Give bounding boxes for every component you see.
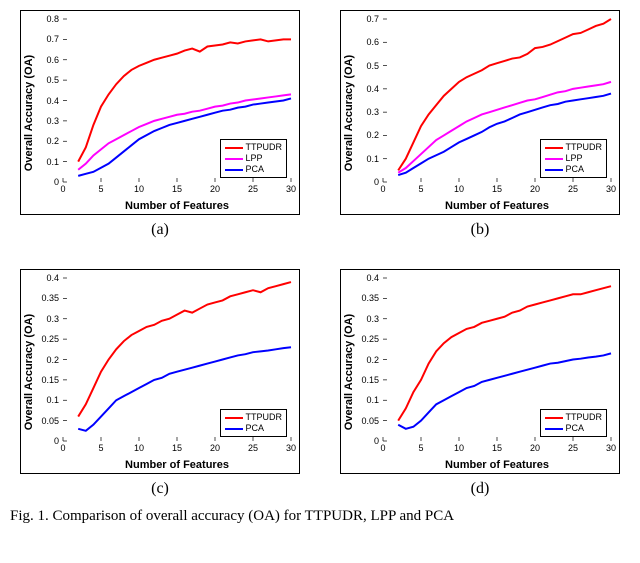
subplot-label: (b) <box>471 221 490 239</box>
subplot-label: (a) <box>151 221 169 239</box>
panel-a: Overall Accuracy (OA) Number of Features 0… <box>10 10 310 239</box>
x-axis-label: Number of Features <box>383 200 611 212</box>
subplot-label: (c) <box>151 480 169 498</box>
plot-area: TTPUDRLPPPCA <box>63 19 291 182</box>
legend-label: LPP <box>246 153 263 164</box>
legend-label: PCA <box>566 423 585 434</box>
legend: TTPUDRLPPPCA <box>220 139 288 178</box>
x-axis-label: Number of Features <box>63 200 291 212</box>
legend: TTPUDRPCA <box>540 409 608 437</box>
panel-c: Overall Accuracy (OA) Number of Features 0… <box>10 269 310 498</box>
figure-caption: Fig. 1. Comparison of overall accuracy (… <box>0 504 640 533</box>
legend-item-pca: PCA <box>225 164 283 175</box>
legend: TTPUDRPCA <box>220 409 288 437</box>
legend-swatch <box>545 158 563 160</box>
legend-item-pca: PCA <box>545 164 603 175</box>
x-ticks: 051015202530 <box>63 184 291 194</box>
panel-b: Overall Accuracy (OA) Number of Features 0… <box>330 10 630 239</box>
legend-item-ttpudr: TTPUDR <box>545 142 603 153</box>
y-axis-label: Overall Accuracy (OA) <box>343 313 355 429</box>
x-axis-label: Number of Features <box>63 459 291 471</box>
legend-swatch <box>225 417 243 419</box>
y-ticks: 00.050.10.150.20.250.30.350.4 <box>39 278 61 441</box>
plot-area: TTPUDRPCA <box>63 278 291 441</box>
legend-swatch <box>225 147 243 149</box>
y-axis-label: Overall Accuracy (OA) <box>23 54 35 170</box>
legend-item-ttpudr: TTPUDR <box>225 142 283 153</box>
y-axis-label: Overall Accuracy (OA) <box>23 313 35 429</box>
legend-item-pca: PCA <box>225 423 283 434</box>
plot-area: TTPUDRPCA <box>383 278 611 441</box>
plot-box: Overall Accuracy (OA) Number of Features 0… <box>340 269 620 474</box>
subplot-label: (d) <box>471 480 490 498</box>
legend-swatch <box>225 158 243 160</box>
plot-area: TTPUDRLPPPCA <box>383 19 611 182</box>
y-ticks: 00.10.20.30.40.50.60.70.8 <box>39 19 61 182</box>
legend-swatch <box>225 169 243 171</box>
legend-item-ttpudr: TTPUDR <box>225 412 283 423</box>
legend-swatch <box>225 428 243 430</box>
legend-label: TTPUDR <box>246 142 283 153</box>
panel-d: Overall Accuracy (OA) Number of Features 0… <box>330 269 630 498</box>
legend-label: TTPUDR <box>246 412 283 423</box>
legend-item-lpp: LPP <box>545 153 603 164</box>
x-axis-label: Number of Features <box>383 459 611 471</box>
legend-item-pca: PCA <box>545 423 603 434</box>
plot-box: Overall Accuracy (OA) Number of Features 0… <box>340 10 620 215</box>
y-axis-label: Overall Accuracy (OA) <box>343 54 355 170</box>
legend-item-lpp: LPP <box>225 153 283 164</box>
legend: TTPUDRLPPPCA <box>540 139 608 178</box>
legend-swatch <box>545 417 563 419</box>
figure-grid: Overall Accuracy (OA) Number of Features 0… <box>0 0 640 504</box>
legend-item-ttpudr: TTPUDR <box>545 412 603 423</box>
legend-label: TTPUDR <box>566 142 603 153</box>
legend-label: PCA <box>246 164 265 175</box>
y-ticks: 00.10.20.30.40.50.60.7 <box>359 19 381 182</box>
legend-label: PCA <box>246 423 265 434</box>
legend-label: LPP <box>566 153 583 164</box>
plot-box: Overall Accuracy (OA) Number of Features 0… <box>20 10 300 215</box>
legend-swatch <box>545 169 563 171</box>
legend-label: TTPUDR <box>566 412 603 423</box>
x-ticks: 051015202530 <box>383 184 611 194</box>
series-ttpudr <box>78 282 291 416</box>
legend-label: PCA <box>566 164 585 175</box>
plot-box: Overall Accuracy (OA) Number of Features 0… <box>20 269 300 474</box>
legend-swatch <box>545 428 563 430</box>
x-ticks: 051015202530 <box>383 443 611 453</box>
series-ttpudr <box>398 286 611 420</box>
x-ticks: 051015202530 <box>63 443 291 453</box>
legend-swatch <box>545 147 563 149</box>
y-ticks: 00.050.10.150.20.250.30.350.4 <box>359 278 381 441</box>
